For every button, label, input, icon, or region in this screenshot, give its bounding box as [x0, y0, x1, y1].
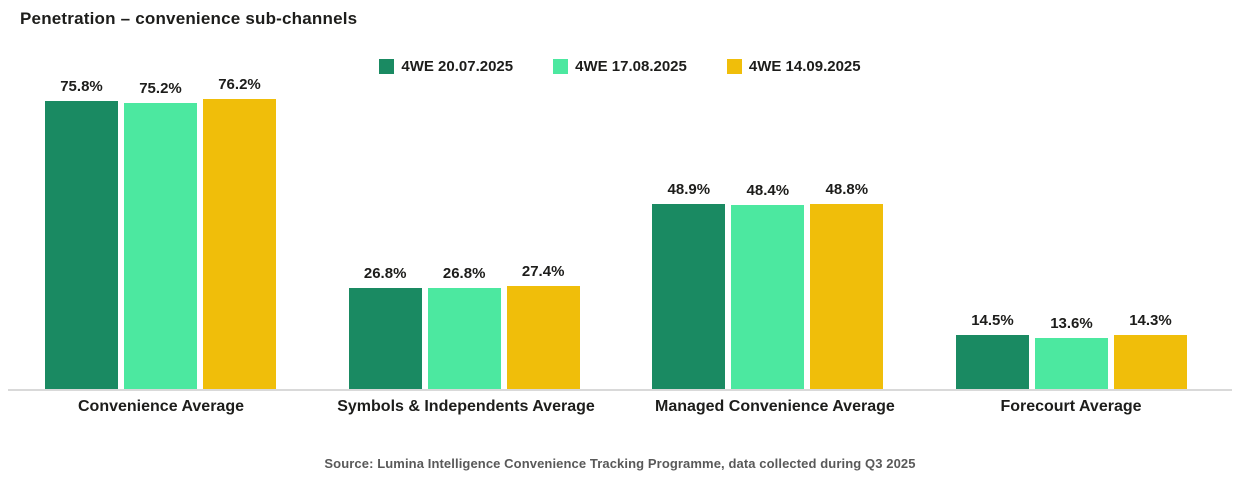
- category-label-3: Managed Convenience Average: [654, 398, 895, 415]
- bar-wrap: 26.8%: [427, 265, 501, 390]
- bar-value-label: 13.6%: [1050, 315, 1093, 332]
- bar-series2-cat3: [731, 205, 805, 390]
- category-label-2: Symbols & Independents Average: [337, 398, 595, 415]
- bar-series3-cat2: [506, 286, 580, 390]
- bar-series3-cat4: [1113, 335, 1187, 390]
- legend-swatch-icon: [553, 59, 569, 74]
- bar-series1-cat2: [348, 288, 422, 390]
- legend-item-2: 4WE 17.08.2025: [553, 58, 687, 75]
- source-note: Source: Lumina Intelligence Convenience …: [324, 456, 916, 471]
- bar-value-label: 27.4%: [521, 263, 565, 280]
- bar-value-label: 14.5%: [971, 312, 1014, 329]
- bar-series3-cat1: [203, 99, 276, 390]
- legend-swatch-icon: [379, 59, 395, 74]
- bar-value-label: 48.4%: [746, 182, 790, 199]
- bar-wrap: 48.4%: [731, 182, 805, 390]
- bar-group-2: 26.8% 26.8% 27.4%: [348, 263, 580, 390]
- bar-value-label: 75.2%: [139, 80, 182, 97]
- bar-wrap: 27.4%: [506, 263, 580, 390]
- legend-swatch-icon: [726, 59, 742, 74]
- legend-label: 4WE 20.07.2025: [401, 58, 514, 75]
- bar-wrap: 76.2%: [203, 76, 276, 390]
- bar-value-label: 76.2%: [218, 76, 261, 93]
- bar-wrap: 26.8%: [348, 265, 422, 390]
- bar-value-label: 75.8%: [60, 78, 103, 95]
- bar-wrap: 75.8%: [45, 78, 118, 390]
- category-label-4: Forecourt Average: [1000, 398, 1142, 415]
- bar-series1-cat1: [45, 101, 118, 390]
- legend: 4WE 20.07.2025 4WE 17.08.2025 4WE 14.09.20…: [0, 58, 1240, 75]
- x-axis-line: [8, 389, 1232, 391]
- category-label-1: Convenience Average: [78, 398, 244, 415]
- category-labels: Convenience Average Symbols & Independent…: [45, 398, 1187, 416]
- bar-series2-cat4: [1034, 338, 1108, 390]
- bar-series1-cat4: [955, 335, 1029, 390]
- bar-value-label: 48.9%: [667, 181, 711, 198]
- bar-wrap: 48.8%: [810, 181, 884, 390]
- bar-series3-cat3: [810, 204, 884, 390]
- bar-series2-cat1: [124, 103, 197, 390]
- bar-value-label: 14.3%: [1129, 312, 1172, 329]
- bar-series1-cat3: [652, 204, 726, 390]
- bar-wrap: 14.5%: [955, 312, 1029, 390]
- legend-label: 4WE 17.08.2025: [575, 58, 687, 75]
- bar-group-3: 48.9% 48.4% 48.8%: [652, 181, 884, 390]
- legend-label: 4WE 14.09.2025: [748, 58, 861, 75]
- bar-group-1: 75.8% 75.2% 76.2%: [45, 76, 276, 390]
- legend-item-3: 4WE 14.09.2025: [726, 58, 861, 75]
- bar-wrap: 13.6%: [1034, 315, 1108, 390]
- bar-wrap: 48.9%: [652, 181, 726, 390]
- bar-group-4: 14.5% 13.6% 14.3%: [955, 312, 1187, 390]
- bar-series2-cat2: [427, 288, 501, 390]
- bar-wrap: 75.2%: [124, 80, 197, 390]
- legend-item-1: 4WE 20.07.2025: [379, 58, 513, 75]
- bar-wrap: 14.3%: [1113, 312, 1187, 390]
- bar-value-label: 26.8%: [442, 265, 486, 282]
- bar-value-label: 26.8%: [363, 265, 407, 282]
- plot-area: 75.8% 75.2% 76.2% 26.8% 26.8% 27.4% 48.9% 48.4%…: [45, 75, 1187, 390]
- chart-title: Penetration – convenience sub-channels: [20, 9, 358, 28]
- bar-value-label: 48.8%: [825, 181, 869, 198]
